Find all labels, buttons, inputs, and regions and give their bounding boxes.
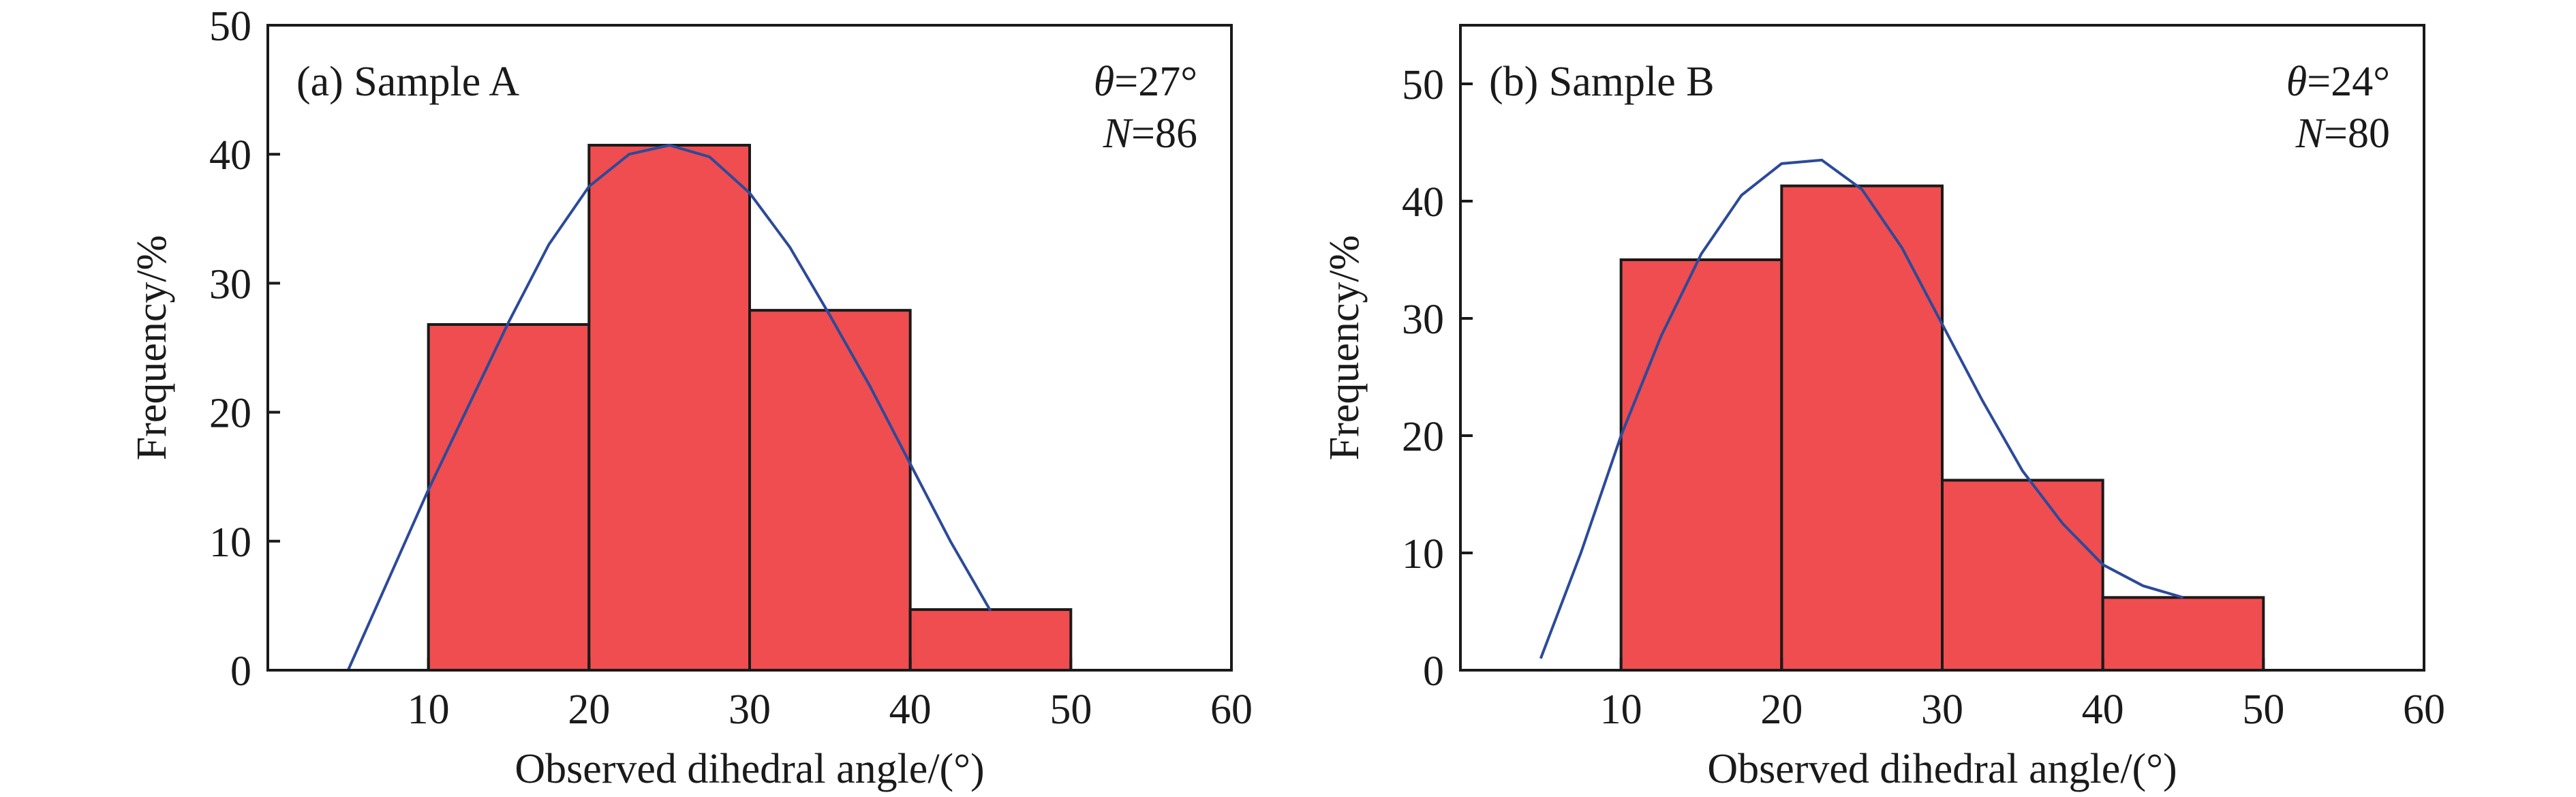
panel-b-y-tick-label: 50 bbox=[1402, 62, 1444, 108]
panel-a-fit-curve bbox=[346, 143, 992, 671]
panel-b-bar-4 bbox=[2101, 596, 2265, 672]
panel-a-label: (a) Sample A bbox=[296, 59, 519, 105]
panel-b-x-tick-label: 60 bbox=[2403, 687, 2445, 733]
panel-b-y-tick-label: 40 bbox=[1402, 179, 1444, 226]
panel-b-bar-2 bbox=[1780, 184, 1944, 672]
panel-a-y-tick-label: 30 bbox=[209, 261, 251, 307]
panel-b-fit-curve bbox=[1539, 158, 2184, 659]
panel-a-y-tick-label: 40 bbox=[209, 132, 251, 179]
theta-value: =27° bbox=[1114, 59, 1197, 105]
panel-b-bar-3 bbox=[1941, 479, 2104, 672]
panel-b-x-axis-title: Observed dihedral angle/(°) bbox=[1707, 746, 2177, 792]
panel-a-y-tick-label: 0 bbox=[230, 648, 251, 695]
panel-b-bar-1 bbox=[1619, 258, 1783, 672]
panel-b-x-tick-label: 50 bbox=[2242, 687, 2284, 733]
panel-a-x-tick-label: 30 bbox=[729, 687, 771, 733]
panel-b-x-tick-label: 10 bbox=[1600, 687, 1642, 733]
panel-a-theta-stat: θ=27° bbox=[1094, 59, 1197, 105]
panel-b-x-tick-label: 30 bbox=[1921, 687, 1963, 733]
panel-a-x-tick-label: 60 bbox=[1210, 687, 1253, 733]
panel-a-y-tick-label: 10 bbox=[209, 520, 251, 566]
panel-a-y-axis-title: Frequency/% bbox=[129, 235, 175, 461]
panel-b-y-tick-label: 0 bbox=[1423, 648, 1444, 695]
panel-b-y-tick-label: 10 bbox=[1402, 531, 1444, 577]
panel-b-y-tick-label: 20 bbox=[1402, 414, 1444, 460]
panel-a-x-tick-label: 10 bbox=[408, 687, 450, 733]
panel-b-n-stat: N=80 bbox=[2295, 110, 2390, 157]
theta-value: =24° bbox=[2307, 59, 2390, 105]
n-symbol: N bbox=[2295, 110, 2327, 157]
theta-symbol: θ bbox=[2286, 59, 2307, 105]
n-value: =80 bbox=[2324, 110, 2390, 157]
n-symbol: N bbox=[1103, 110, 1134, 157]
panel-a: 10 20 30 40 50 60 0 10 20 30 40 50 Observed dihedral… bbox=[129, 3, 1253, 792]
panel-a-bar-4 bbox=[908, 608, 1073, 672]
panel-a-y-tick-label: 20 bbox=[209, 391, 251, 437]
panel-b-x-tick-label: 20 bbox=[1760, 687, 1803, 733]
panel-a-x-axis-title: Observed dihedral angle/(°) bbox=[515, 746, 984, 792]
panel-a-n-stat: N=86 bbox=[1103, 110, 1197, 157]
panel-b-theta-stat: θ=24° bbox=[2286, 59, 2390, 105]
panel-a-x-tick-label: 50 bbox=[1049, 687, 1092, 733]
panel-b: 10 20 30 40 50 60 0 10 20 30 40 50 Observed dihedral… bbox=[1321, 24, 2445, 792]
panel-b-x-tick-label: 40 bbox=[2082, 687, 2124, 733]
panel-b-y-tick-label: 30 bbox=[1402, 297, 1444, 343]
panel-a-bar-3 bbox=[748, 309, 912, 672]
panel-a-y-tick-label: 50 bbox=[209, 3, 251, 50]
panel-a-bar-2 bbox=[587, 143, 751, 672]
panel-b-label: (b) Sample B bbox=[1489, 59, 1715, 105]
panel-a-x-tick-label: 20 bbox=[568, 687, 610, 733]
panel-a-bar-1 bbox=[427, 322, 591, 672]
panel-a-x-tick-label: 40 bbox=[889, 687, 932, 733]
theta-symbol: θ bbox=[1094, 59, 1114, 105]
n-value: =86 bbox=[1131, 110, 1197, 157]
panel-b-y-axis-title: Frequency/% bbox=[1321, 235, 1368, 461]
